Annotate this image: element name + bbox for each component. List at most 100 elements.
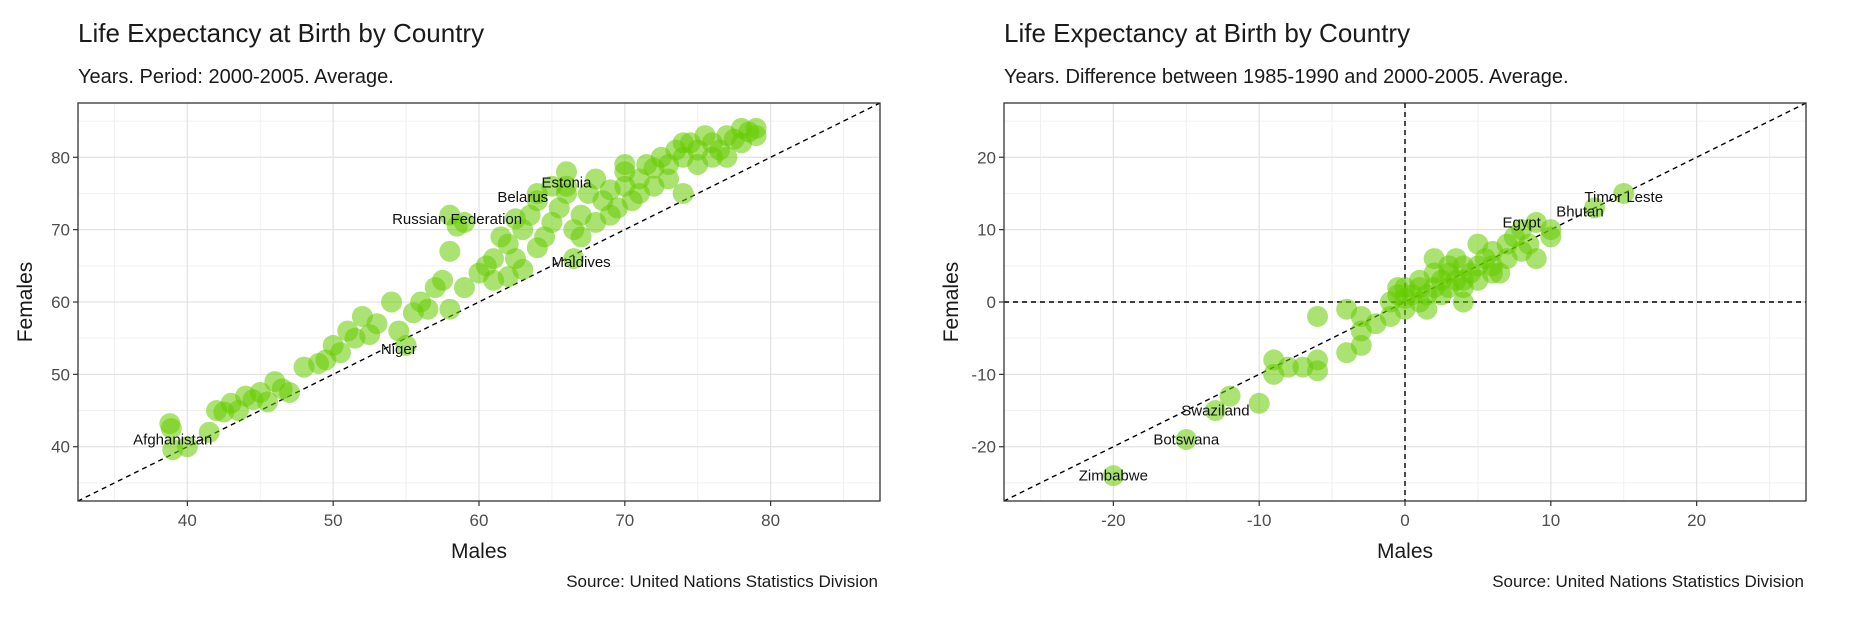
x-tick-label: 50 bbox=[324, 511, 343, 530]
x-tick-label: -10 bbox=[1247, 511, 1272, 530]
y-tick-label: 40 bbox=[51, 438, 70, 457]
point-label: Timor Leste bbox=[1584, 189, 1663, 206]
point-label: Niger bbox=[381, 341, 417, 358]
data-point bbox=[1584, 197, 1606, 219]
data-point bbox=[1175, 428, 1197, 450]
data-point bbox=[504, 208, 526, 230]
data-point bbox=[716, 146, 738, 168]
data-point bbox=[672, 182, 694, 204]
y-tick-label: 20 bbox=[977, 148, 996, 167]
data-point bbox=[526, 182, 548, 204]
data-point bbox=[446, 215, 468, 237]
x-tick-label: 80 bbox=[761, 511, 780, 530]
data-point bbox=[672, 132, 694, 154]
y-tick-label: 80 bbox=[51, 148, 70, 167]
data-point bbox=[278, 381, 300, 403]
data-point bbox=[658, 168, 680, 190]
x-tick-label: 20 bbox=[1687, 511, 1706, 530]
data-point bbox=[381, 291, 403, 313]
data-point bbox=[257, 391, 279, 413]
data-point bbox=[1102, 465, 1124, 487]
point-label: Bhutan bbox=[1556, 204, 1604, 221]
chart-subtitle: Years. Period: 2000-2005. Average. bbox=[78, 66, 394, 88]
scatter-plot-differences: Zimbabwe Botswana Swaziland Egypt BhutanTimo… bbox=[940, 102, 1807, 563]
data-point bbox=[1307, 360, 1329, 382]
data-point bbox=[395, 334, 417, 356]
data-point bbox=[1452, 291, 1474, 313]
axes: 40 50 60 70 80 40 50 60 70 80 Males Females bbox=[14, 148, 780, 563]
data-point bbox=[198, 421, 220, 443]
y-tick-label: 10 bbox=[977, 221, 996, 240]
data-point bbox=[1481, 262, 1503, 284]
x-tick-label: 10 bbox=[1541, 511, 1560, 530]
plot-area: Afghanistan Niger Russian Federation Belaru… bbox=[78, 103, 880, 501]
data-point bbox=[366, 313, 388, 335]
point-label: Russian Federation bbox=[392, 211, 522, 228]
y-tick-label: 50 bbox=[51, 365, 70, 384]
axes: -20 -10 0 10 20 -20 -10 0 10 20 Males Females bbox=[940, 148, 1706, 563]
data-point bbox=[1307, 305, 1329, 327]
chart-subtitle: Years. Difference between 1985-1990 and … bbox=[1004, 66, 1569, 88]
point-label: Estonia bbox=[541, 175, 592, 192]
x-tick-label: 0 bbox=[1400, 511, 1409, 530]
data-point bbox=[1350, 334, 1372, 356]
data-point bbox=[563, 248, 585, 270]
chart-title: Life Expectancy at Birth by Country bbox=[78, 18, 485, 48]
right-chart-panel: Life Expectancy at Birth by Country Year… bbox=[926, 0, 1852, 619]
y-tick-label: 60 bbox=[51, 293, 70, 312]
x-axis-title: Males bbox=[1377, 540, 1433, 563]
chart-title: Life Expectancy at Birth by Country bbox=[1004, 18, 1411, 48]
point-label: Zimbabwe bbox=[1079, 468, 1148, 485]
data-point bbox=[1219, 385, 1241, 407]
x-axis-title: Males bbox=[451, 540, 507, 563]
point-label: Botswana bbox=[1153, 431, 1220, 448]
point-labels: Zimbabwe Botswana Swaziland Egypt BhutanTimo… bbox=[1079, 189, 1663, 485]
data-point bbox=[1248, 392, 1270, 414]
data-point bbox=[512, 258, 534, 280]
left-chart-panel: Life Expectancy at Birth by Country Year… bbox=[14, 18, 881, 591]
data-point bbox=[1277, 356, 1299, 378]
data-point bbox=[1613, 182, 1635, 204]
data-point bbox=[585, 168, 607, 190]
data-point bbox=[432, 269, 454, 291]
chart-caption: Source: United Nations Statistics Divisi… bbox=[1492, 572, 1804, 591]
data-point bbox=[555, 161, 577, 183]
data-point bbox=[417, 298, 439, 320]
y-axis-title: Females bbox=[14, 262, 37, 343]
data-point bbox=[176, 436, 198, 458]
data-points bbox=[159, 117, 767, 461]
scatter-plot-levels: Afghanistan Niger Russian Federation Belaru… bbox=[14, 102, 881, 563]
data-points bbox=[1102, 182, 1635, 487]
point-label: Egypt bbox=[1502, 214, 1541, 231]
data-point bbox=[570, 226, 592, 248]
y-tick-label: 70 bbox=[51, 221, 70, 240]
data-point bbox=[1416, 298, 1438, 320]
data-point bbox=[439, 298, 461, 320]
plot-area: Zimbabwe Botswana Swaziland Egypt BhutanTimo… bbox=[1004, 103, 1806, 501]
point-label: Afghanistan bbox=[133, 431, 212, 448]
y-tick-label: 0 bbox=[987, 293, 996, 312]
data-point bbox=[1511, 240, 1533, 262]
x-tick-label: 60 bbox=[470, 511, 489, 530]
data-point bbox=[555, 175, 577, 197]
x-tick-label: -20 bbox=[1101, 511, 1126, 530]
data-point bbox=[439, 240, 461, 262]
y-tick-label: -20 bbox=[971, 438, 996, 457]
data-point bbox=[614, 154, 636, 176]
y-axis-title: Females bbox=[940, 262, 963, 343]
point-label: Maldives bbox=[551, 254, 610, 271]
data-point bbox=[483, 248, 505, 270]
point-label: Swaziland bbox=[1181, 403, 1249, 420]
data-point bbox=[745, 117, 767, 139]
data-point bbox=[329, 342, 351, 364]
data-point bbox=[453, 277, 475, 299]
data-point bbox=[1540, 226, 1562, 248]
x-tick-label: 70 bbox=[615, 511, 634, 530]
point-label: Belarus bbox=[497, 189, 548, 206]
x-tick-label: 40 bbox=[178, 511, 197, 530]
chart-caption: Source: United Nations Statistics Divisi… bbox=[566, 572, 878, 591]
point-labels: Afghanistan Niger Russian Federation Belaru… bbox=[133, 175, 611, 449]
data-point bbox=[1204, 400, 1226, 422]
data-point bbox=[160, 418, 182, 440]
y-tick-label: -10 bbox=[971, 365, 996, 384]
